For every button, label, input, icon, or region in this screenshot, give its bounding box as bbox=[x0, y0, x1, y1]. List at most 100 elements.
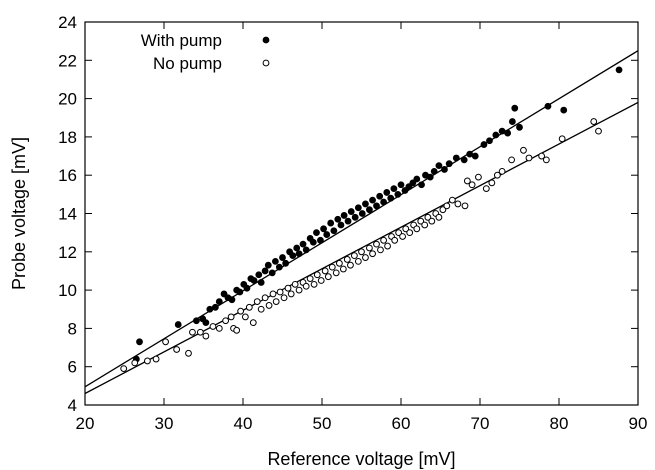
data-point-with-pump bbox=[211, 303, 219, 311]
data-point-no-pump bbox=[391, 236, 399, 244]
y-tick-label: 20 bbox=[58, 90, 77, 109]
data-point-with-pump bbox=[441, 166, 448, 173]
x-tick-label: 40 bbox=[234, 414, 253, 433]
data-point-no-pump bbox=[538, 152, 546, 160]
data-point-no-pump bbox=[454, 200, 462, 208]
data-point-with-pump bbox=[295, 250, 303, 258]
data-point-no-pump bbox=[435, 213, 443, 221]
data-point-no-pump bbox=[144, 357, 151, 365]
data-point-no-pump bbox=[215, 325, 223, 332]
data-point-no-pump bbox=[324, 273, 332, 281]
data-point-with-pump bbox=[498, 127, 506, 135]
data-point-with-pump bbox=[354, 204, 362, 212]
data-point-with-pump bbox=[309, 238, 317, 246]
data-point-no-pump bbox=[508, 156, 516, 164]
data-point-with-pump bbox=[452, 154, 460, 162]
data-point-no-pump bbox=[245, 303, 253, 311]
data-point-with-pump bbox=[362, 200, 369, 208]
data-point-with-pump bbox=[257, 279, 265, 286]
data-point-with-pump bbox=[516, 123, 523, 131]
data-point-with-pump bbox=[250, 277, 258, 284]
data-point-no-pump bbox=[313, 271, 321, 279]
data-point-no-pump bbox=[402, 225, 410, 233]
data-point-no-pump bbox=[366, 244, 373, 252]
data-points bbox=[120, 66, 623, 373]
data-point-no-pump bbox=[317, 277, 325, 284]
data-point-no-pump bbox=[257, 305, 265, 313]
y-tick-label: 4 bbox=[68, 396, 77, 415]
data-point-with-pump bbox=[261, 267, 269, 275]
legend-label-with-pump: With pump bbox=[141, 31, 222, 50]
data-point-no-pump bbox=[185, 349, 192, 357]
y-axis-title: Probe voltage [mV] bbox=[9, 137, 29, 290]
data-point-no-pump bbox=[377, 246, 384, 254]
y-tick-label: 10 bbox=[58, 281, 77, 300]
data-point-no-pump bbox=[272, 298, 280, 305]
legend-marker-no-pump bbox=[262, 59, 270, 67]
data-point-with-pump bbox=[366, 206, 373, 214]
data-point-no-pump bbox=[222, 317, 230, 325]
data-point-no-pump bbox=[253, 298, 261, 305]
data-point-no-pump bbox=[461, 202, 469, 210]
data-point-no-pump bbox=[196, 328, 204, 336]
data-point-with-pump bbox=[369, 196, 376, 204]
data-point-with-pump bbox=[492, 131, 500, 139]
data-point-with-pump bbox=[508, 118, 516, 125]
data-point-with-pump bbox=[299, 240, 307, 248]
data-point-no-pump bbox=[343, 256, 351, 263]
data-point-no-pump bbox=[335, 259, 343, 267]
data-point-no-pump bbox=[276, 288, 284, 296]
data-point-no-pump bbox=[233, 326, 241, 334]
legend: With pump No pump bbox=[141, 31, 270, 73]
data-point-with-pump bbox=[358, 210, 366, 217]
data-point-no-pump bbox=[413, 225, 421, 233]
x-tick-label: 70 bbox=[471, 414, 490, 433]
data-point-no-pump bbox=[399, 233, 406, 240]
y-tick-label: 6 bbox=[68, 358, 77, 377]
data-point-no-pump bbox=[209, 323, 217, 330]
y-tick-label: 22 bbox=[58, 51, 77, 70]
plot-frame bbox=[84, 21, 639, 406]
data-point-no-pump bbox=[241, 313, 249, 321]
data-point-with-pump bbox=[255, 271, 263, 279]
data-point-with-pump bbox=[397, 181, 405, 189]
data-point-no-pump bbox=[202, 332, 210, 340]
data-point-with-pump bbox=[430, 167, 438, 175]
data-point-with-pump bbox=[317, 236, 324, 244]
data-point-with-pump bbox=[279, 254, 286, 261]
data-point-with-pump bbox=[264, 261, 272, 269]
data-point-no-pump bbox=[280, 294, 288, 302]
axis-ticks: 20 30 40 50 60 70 80 90 4 6 8 10 12 14 16 18 20 22 24 bbox=[58, 13, 647, 433]
data-point-no-pump bbox=[520, 146, 527, 154]
data-point-no-pump bbox=[332, 269, 340, 277]
x-axis-title: Reference voltage [mV] bbox=[267, 449, 455, 469]
data-point-with-pump bbox=[486, 137, 493, 145]
data-point-no-pump bbox=[152, 355, 160, 363]
data-point-no-pump bbox=[482, 185, 490, 193]
legend-label-no-pump: No pump bbox=[153, 54, 222, 73]
data-point-with-pump bbox=[340, 212, 348, 219]
data-point-no-pump bbox=[339, 265, 347, 273]
data-point-with-pump bbox=[390, 185, 398, 193]
data-point-with-pump bbox=[323, 231, 331, 238]
data-point-with-pump bbox=[394, 190, 402, 198]
data-point-no-pump bbox=[448, 196, 456, 204]
y-tick-label: 18 bbox=[58, 128, 77, 147]
y-tick-label: 14 bbox=[58, 205, 77, 224]
data-point-with-pump bbox=[202, 319, 210, 327]
data-point-with-pump bbox=[460, 156, 468, 164]
data-point-no-pump bbox=[358, 248, 365, 256]
data-point-with-pump bbox=[206, 305, 214, 313]
data-point-no-pump bbox=[295, 286, 303, 294]
x-tick-label: 50 bbox=[313, 414, 332, 433]
data-point-no-pump bbox=[321, 267, 329, 275]
data-point-no-pump bbox=[590, 118, 598, 125]
data-point-with-pump bbox=[268, 269, 276, 277]
data-point-with-pump bbox=[544, 102, 552, 110]
data-point-no-pump bbox=[439, 206, 447, 214]
data-point-no-pump bbox=[249, 319, 257, 327]
data-point-with-pump bbox=[313, 229, 320, 237]
data-point-no-pump bbox=[362, 254, 369, 261]
data-point-no-pump bbox=[493, 171, 501, 179]
